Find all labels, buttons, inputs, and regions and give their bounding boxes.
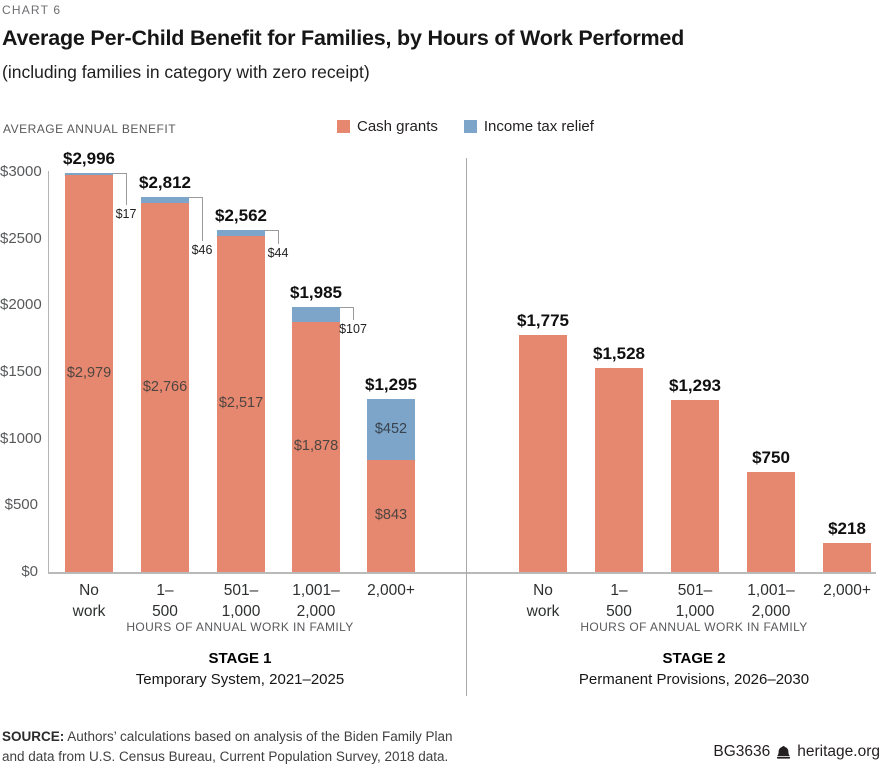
bar-cash-value-label: $1,878	[293, 438, 339, 454]
x-axis-baseline	[48, 572, 876, 574]
bar-cash-segment	[519, 335, 567, 572]
x-axis-label-stage1: HOURS OF ANNUAL WORK IN FAMILY	[126, 620, 354, 634]
bar-total-label: $2,812	[139, 173, 191, 192]
bar-cash-segment	[367, 460, 415, 572]
stage1-subtitle: Temporary System, 2021–2025	[135, 671, 345, 688]
stage1-title: STAGE 1	[208, 650, 272, 667]
x-axis-category-label: 501– 1,000	[675, 582, 715, 620]
income-tax-relief-swatch-icon	[463, 120, 477, 133]
legend-label-cash-grants: Cash grants	[357, 118, 438, 135]
y-axis-unit-label: AVERAGE ANNUAL BENEFIT	[3, 122, 177, 136]
x-axis-category-label: No work	[526, 582, 560, 620]
y-axis-line	[48, 171, 49, 572]
x-axis-category-label: 1– 500	[606, 582, 632, 620]
source-label: SOURCE:	[2, 729, 65, 744]
bar-cash-segment	[217, 236, 265, 572]
bar-cash-value-label: $2,766	[142, 378, 188, 395]
document-id: BG3636	[713, 743, 771, 760]
tax-callout-line	[113, 173, 127, 205]
bar-cash-value-label: $2,517	[218, 395, 264, 411]
bar-tax-segment	[292, 307, 340, 322]
bar-tax-segment	[367, 399, 415, 460]
bar-total-label: $1,295	[365, 375, 417, 394]
bar-cash-value-label: $843	[374, 507, 408, 523]
bar-cash-value-label: $2,979	[66, 364, 112, 381]
tax-callout-label: $46	[191, 243, 213, 257]
source-note: SOURCE: Authors’ calculations based on a…	[2, 727, 453, 768]
stage2-subtitle: Permanent Provisions, 2026–2030	[578, 671, 810, 688]
tax-callout-line	[189, 197, 203, 241]
x-axis-category-label: 1,001– 2,000	[292, 582, 340, 620]
bar-total-label: $1,293	[669, 376, 721, 395]
legend-label-income-tax-relief: Income tax relief	[483, 118, 594, 135]
y-axis-tick-label: $2500	[0, 229, 42, 247]
legend-item-income-tax-relief: Income tax relief	[463, 118, 594, 135]
bar-cash-segment	[671, 400, 719, 572]
y-axis-tick-label: $3000	[0, 163, 42, 180]
x-axis-category-label: 2,000+	[367, 582, 415, 599]
bar-cash-segment	[65, 175, 113, 572]
bar-cash-segment	[747, 472, 795, 572]
chart-title: Average Per-Child Benefit for Families, …	[2, 26, 685, 50]
bar-cash-segment	[823, 543, 871, 572]
y-axis-tick-label: $1000	[0, 429, 42, 447]
source-line1: Authors’ calculations based on analysis …	[67, 729, 453, 744]
x-axis-category-label: 1– 500	[152, 582, 178, 620]
tax-callout-line	[265, 230, 279, 244]
cash-grants-swatch-icon	[337, 120, 350, 133]
bar-total-label: $750	[752, 448, 790, 467]
legend: Cash grants Income tax relief	[337, 118, 594, 135]
bar-tax-segment	[141, 197, 189, 203]
x-axis-category-label: 501– 1,000	[221, 582, 261, 620]
bar-total-label: $218	[828, 519, 866, 538]
bar-cash-segment	[292, 322, 340, 572]
bar-total-label: $1,775	[517, 311, 569, 330]
y-axis-tick-label: $2000	[0, 296, 42, 314]
y-axis-tick-label: $500	[4, 496, 38, 514]
bar-total-label: $1,985	[290, 283, 342, 302]
source-line2: and data from U.S. Census Bureau, Curren…	[2, 749, 449, 765]
bar-cash-segment	[141, 203, 189, 572]
chart-number: CHART 6	[2, 3, 62, 17]
bar-total-label: $2,562	[215, 206, 267, 225]
x-axis-category-label: 1,001– 2,000	[747, 582, 795, 620]
site-url: heritage.org	[797, 743, 880, 760]
x-axis-category-label: 2,000+	[823, 582, 871, 599]
bar-total-label: $2,996	[63, 149, 115, 168]
bar-tax-segment	[217, 230, 265, 236]
bar-tax-segment	[65, 173, 113, 175]
footer-branding: BG3636 heritage.org	[713, 743, 880, 761]
tax-callout-label: $44	[267, 246, 289, 260]
bar-tax-value-label: $452	[374, 420, 408, 437]
tax-callout-label: $107	[339, 322, 367, 336]
y-axis-tick-label: $1500	[0, 363, 42, 380]
x-axis-label-stage2: HOURS OF ANNUAL WORK IN FAMILY	[580, 620, 808, 634]
bar-total-label: $1,528	[593, 344, 645, 363]
stage2-title: STAGE 2	[662, 650, 726, 667]
tax-callout-label: $17	[115, 207, 137, 221]
panel-divider-line	[466, 158, 467, 696]
tax-callout-line	[340, 307, 354, 320]
heritage-bell-icon	[777, 745, 791, 759]
chart-subtitle: (including families in category with zer…	[2, 62, 370, 82]
x-axis-category-label: No work	[72, 582, 106, 620]
bar-cash-segment	[595, 368, 643, 572]
y-axis-tick-label: $0	[21, 563, 38, 580]
legend-item-cash-grants: Cash grants	[337, 118, 438, 135]
